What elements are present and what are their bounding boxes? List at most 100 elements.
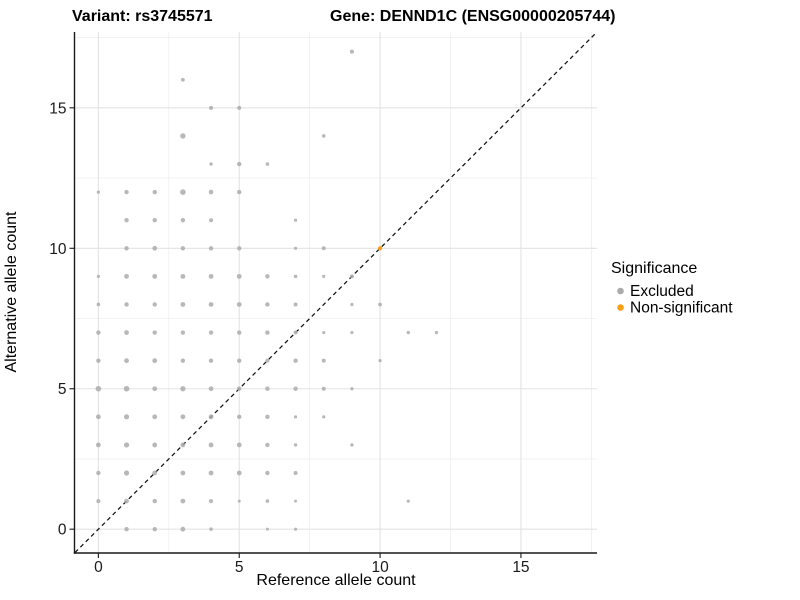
data-point-excluded	[96, 358, 101, 363]
data-point-excluded	[434, 330, 439, 335]
gridlines	[75, 32, 597, 553]
identity-line-group	[74, 31, 598, 553]
y-tick-label: 10	[49, 241, 67, 258]
data-point-excluded	[378, 359, 382, 363]
data-point-excluded	[321, 246, 326, 251]
data-point-excluded	[180, 273, 186, 279]
data-point-excluded	[237, 414, 242, 420]
data-point-excluded	[293, 471, 298, 476]
data-point-excluded	[124, 246, 129, 251]
data-point-excluded	[180, 526, 186, 532]
data-point-excluded	[265, 499, 270, 503]
data-point-excluded	[236, 442, 242, 448]
data-point-excluded	[152, 414, 158, 420]
data-point-excluded	[180, 498, 186, 504]
legend-key-excluded-icon	[617, 287, 624, 295]
data-point-excluded	[180, 470, 186, 476]
data-point-excluded	[350, 443, 354, 447]
data-point-non-significant	[377, 246, 383, 251]
data-point-excluded	[265, 302, 270, 307]
data-point-excluded	[124, 358, 129, 364]
data-point-excluded	[208, 414, 214, 420]
data-point-excluded	[180, 218, 186, 223]
data-point-excluded	[180, 414, 186, 420]
data-point-excluded	[209, 499, 214, 504]
data-point-excluded	[124, 273, 129, 279]
data-point-excluded	[322, 274, 326, 278]
data-point-excluded	[237, 386, 242, 391]
data-point-excluded	[124, 498, 129, 504]
data-point-excluded	[152, 470, 158, 476]
data-point-excluded	[123, 442, 130, 448]
data-point-excluded	[96, 302, 101, 307]
data-point-excluded	[293, 415, 298, 419]
data-point-excluded	[209, 218, 214, 223]
data-point-excluded	[350, 387, 354, 391]
data-point-excluded	[208, 442, 214, 448]
identity-line	[74, 31, 598, 553]
data-point-excluded	[208, 386, 214, 392]
data-point-excluded	[208, 358, 214, 363]
data-point-excluded	[293, 386, 298, 391]
data-point-excluded	[209, 105, 214, 110]
data-point-excluded	[180, 189, 186, 195]
data-point-excluded	[180, 358, 186, 363]
data-point-excluded	[236, 302, 242, 307]
y-tick-label: 0	[58, 522, 67, 539]
legend: Significance Excluded Non-significant	[611, 260, 733, 317]
data-point-excluded	[237, 161, 242, 167]
y-tick-label: 5	[58, 381, 67, 398]
data-point-excluded	[208, 189, 214, 195]
data-point-excluded	[123, 470, 130, 476]
data-point-excluded	[208, 470, 214, 476]
y-axis-label: Alternative allele count	[3, 211, 20, 373]
data-point-excluded	[265, 358, 270, 363]
data-point-excluded	[237, 499, 241, 503]
data-point-excluded	[236, 273, 242, 279]
data-point-excluded	[265, 442, 270, 448]
data-point-excluded	[349, 49, 355, 54]
data-point-excluded	[95, 442, 101, 448]
data-point-excluded	[152, 302, 157, 307]
data-point-excluded	[152, 442, 158, 448]
data-point-excluded	[152, 189, 157, 195]
data-point-excluded	[378, 302, 382, 307]
data-point-excluded	[180, 133, 186, 139]
data-point-excluded	[96, 330, 101, 335]
data-point-excluded	[236, 470, 242, 476]
data-point-excluded	[322, 330, 326, 335]
data-point-excluded	[350, 302, 354, 307]
data-point-excluded	[293, 358, 298, 363]
data-point-excluded	[152, 330, 157, 335]
plot-title-gene: Gene: DENND1C (ENSG00000205744)	[330, 8, 615, 25]
data-point-excluded	[152, 386, 158, 392]
data-point-excluded	[209, 162, 213, 166]
data-point-excluded	[95, 385, 102, 392]
data-point-excluded	[180, 77, 185, 82]
data-point-excluded	[180, 246, 186, 251]
data-point-excluded	[208, 330, 214, 335]
data-point-excluded	[96, 470, 101, 476]
data-point-excluded	[237, 358, 242, 363]
data-point-excluded	[237, 105, 242, 110]
legend-title: Significance	[611, 260, 697, 277]
data-point-excluded	[124, 526, 129, 532]
data-point-excluded	[180, 330, 186, 335]
data-point-excluded	[152, 273, 158, 279]
data-point-excluded	[180, 386, 186, 392]
data-point-excluded	[293, 246, 298, 250]
data-point-excluded	[265, 162, 270, 166]
data-point-excluded	[265, 470, 270, 476]
data-point-excluded	[350, 330, 354, 335]
x-tick-label: 5	[235, 559, 244, 576]
axes-group: 0 5 10 15 0 5 10 15	[49, 32, 597, 576]
data-point-excluded	[124, 330, 129, 335]
data-point-excluded	[294, 499, 298, 503]
data-point-excluded	[96, 499, 101, 504]
x-tick-label: 0	[94, 559, 103, 576]
data-point-excluded	[237, 330, 242, 335]
x-tick-label: 15	[512, 559, 529, 576]
data-point-excluded	[321, 358, 326, 363]
